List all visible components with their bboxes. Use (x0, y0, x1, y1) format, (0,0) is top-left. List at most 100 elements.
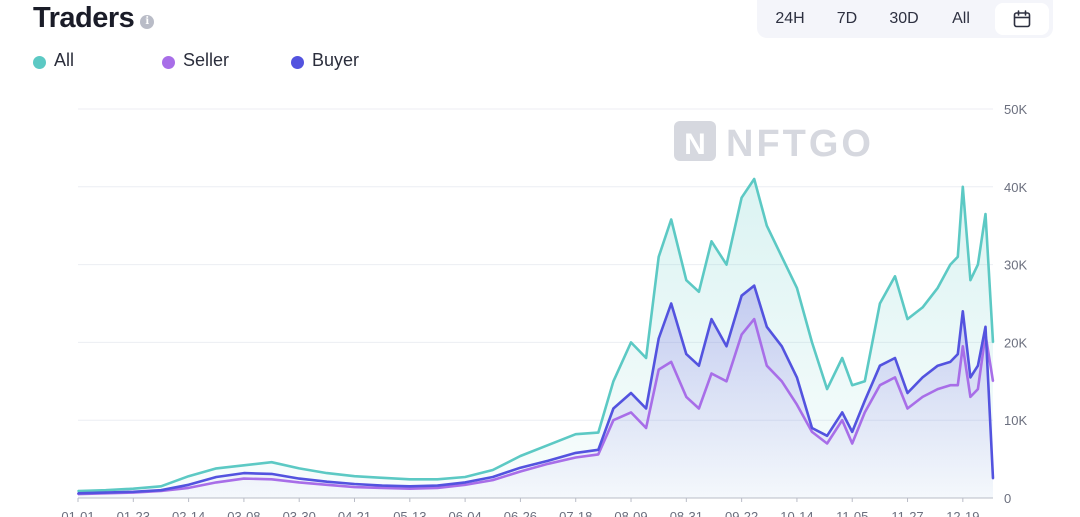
data-point-all (104, 489, 107, 492)
data-point-seller (841, 419, 844, 422)
data-point-all (612, 380, 615, 383)
data-point-buyer (753, 284, 756, 287)
data-point-all (894, 275, 896, 278)
watermark-logo-mark (674, 121, 716, 161)
data-point-buyer (956, 353, 959, 355)
data-point-buyer (670, 302, 673, 305)
data-point-all (863, 380, 866, 383)
data-point-seller (270, 478, 273, 481)
series-areas (78, 179, 993, 498)
data-point-all (765, 224, 768, 227)
data-point-all (670, 218, 673, 221)
data-point-seller (298, 481, 301, 484)
data-point-buyer (841, 411, 844, 414)
y-tick-label: 0 (1004, 491, 1011, 506)
data-point-seller (630, 411, 632, 414)
legend-item-all[interactable]: All (33, 50, 74, 71)
range-24h-button[interactable]: 24H (775, 10, 805, 27)
data-point-all (243, 464, 245, 467)
data-point-all (921, 306, 924, 309)
range-30d-button[interactable]: 30D (889, 10, 919, 27)
data-point-all (132, 487, 135, 490)
data-point-all (698, 290, 700, 293)
data-point-seller (780, 380, 783, 383)
x-tick-label: 07-18 (559, 509, 592, 517)
data-point-buyer (811, 427, 813, 429)
data-point-seller (353, 486, 356, 488)
x-tick-label: 01-23 (117, 509, 150, 517)
x-tick-label: 10-14 (780, 509, 813, 517)
data-point-seller (949, 384, 952, 387)
data-point-buyer (215, 476, 218, 478)
data-point-all (992, 341, 994, 344)
legend-item-seller[interactable]: Seller (162, 50, 229, 71)
x-tick-label: 11-27 (891, 509, 923, 517)
x-tick-label: 06-04 (448, 509, 481, 517)
data-point-buyer (645, 407, 647, 410)
data-point-buyer (977, 364, 979, 367)
data-point-seller (670, 361, 673, 363)
data-point-seller (826, 442, 828, 445)
data-point-seller (436, 487, 439, 489)
x-tick-label: 04-21 (338, 509, 371, 517)
data-point-buyer (547, 459, 549, 462)
x-tick-label: 05-13 (393, 509, 426, 517)
data-point-buyer (879, 364, 881, 367)
data-point-seller (657, 368, 660, 371)
data-point-seller (977, 388, 979, 390)
data-point-all (381, 476, 384, 479)
data-point-all (906, 318, 909, 320)
data-point-all (519, 455, 522, 457)
data-point-all (298, 467, 301, 470)
data-point-seller (894, 376, 896, 379)
data-point-buyer (710, 318, 713, 320)
data-point-buyer (984, 325, 987, 328)
data-point-seller (961, 345, 964, 348)
data-point-seller (863, 411, 866, 414)
x-tick-label: 01-01 (61, 509, 94, 517)
chart-header: Traders i (33, 0, 155, 36)
data-point-buyer (657, 337, 660, 340)
data-point-buyer (961, 310, 964, 313)
legend-dot-buyer (291, 55, 304, 69)
data-point-seller (740, 333, 743, 336)
data-point-buyer (906, 392, 909, 394)
data-point-buyer (698, 364, 700, 367)
data-point-buyer (270, 473, 273, 475)
data-point-all (408, 478, 411, 481)
watermark-text: NFTGO (726, 123, 874, 165)
data-point-buyer (353, 483, 356, 485)
legend-dot-all (33, 55, 46, 69)
range-7d-button[interactable]: 7D (836, 10, 858, 27)
time-range-selector: 24H 7D 30D All (757, 0, 1053, 38)
data-point-all (725, 263, 728, 266)
legend-label-all: All (54, 50, 75, 70)
data-point-seller (243, 477, 245, 480)
data-point-seller (645, 427, 647, 429)
axes: 0 10K 20K 30K 40K 50K 01-01 01-23 02-14 03-08 03-3… (61, 102, 1027, 517)
range-all-button[interactable]: All (952, 10, 970, 27)
data-point-buyer (863, 399, 866, 402)
data-point-seller (547, 462, 549, 465)
calendar-button[interactable] (995, 3, 1049, 35)
data-point-buyer (969, 376, 972, 379)
legend-item-buyer[interactable]: Buyer (291, 50, 359, 71)
data-point-all (977, 263, 979, 266)
data-point-buyer (612, 407, 615, 410)
data-point-buyer (630, 392, 632, 394)
y-tick-label: 30K (1004, 258, 1027, 273)
data-point-seller (753, 318, 756, 320)
data-point-all (685, 279, 688, 282)
page-title: Traders (33, 1, 135, 34)
data-point-buyer (381, 484, 384, 487)
data-point-buyer (949, 361, 952, 363)
data-point-seller (326, 483, 328, 486)
info-icon[interactable]: i (140, 15, 155, 29)
data-point-seller (956, 384, 959, 387)
y-tick-label: 20K (1004, 335, 1027, 350)
data-point-seller (612, 419, 615, 422)
data-point-all (436, 478, 439, 481)
data-point-all (949, 263, 952, 266)
data-point-all (464, 476, 466, 478)
data-point-seller (992, 380, 994, 383)
